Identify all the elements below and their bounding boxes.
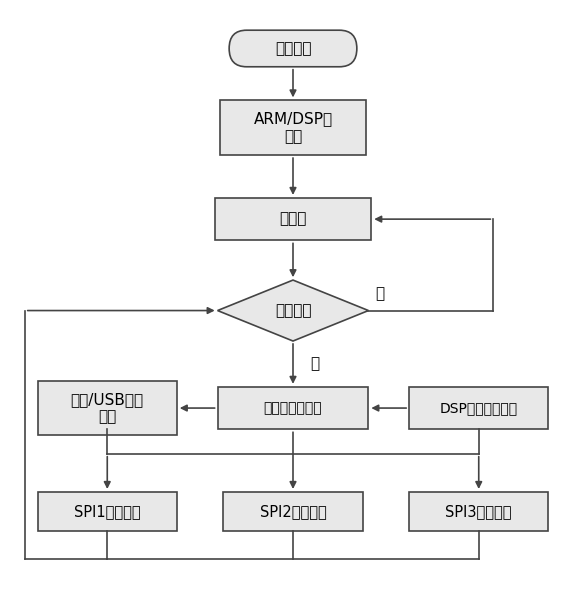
Text: 是: 是 [311,356,319,371]
FancyBboxPatch shape [220,100,366,155]
FancyBboxPatch shape [223,492,363,531]
Text: 产生高斯随机数: 产生高斯随机数 [264,401,322,415]
Text: 上电复位: 上电复位 [275,41,311,56]
FancyBboxPatch shape [409,387,548,429]
Text: 串口/USB发送
数据: 串口/USB发送 数据 [71,392,144,424]
Text: SPI2发送数据: SPI2发送数据 [260,504,326,519]
FancyBboxPatch shape [229,30,357,67]
Polygon shape [217,280,369,341]
FancyBboxPatch shape [214,198,372,240]
Text: ARM/DSP初
始化: ARM/DSP初 始化 [253,111,333,144]
Text: DSP搜索最优电压: DSP搜索最优电压 [440,401,518,415]
FancyBboxPatch shape [38,381,177,435]
Text: SPI3发送数据: SPI3发送数据 [445,504,512,519]
Text: 空循环: 空循环 [280,212,306,227]
Text: SPI1发送数据: SPI1发送数据 [74,504,141,519]
Text: 定时中断: 定时中断 [275,303,311,318]
FancyBboxPatch shape [409,492,548,531]
FancyBboxPatch shape [217,387,369,429]
FancyBboxPatch shape [38,492,177,531]
Text: 否: 否 [376,287,384,301]
